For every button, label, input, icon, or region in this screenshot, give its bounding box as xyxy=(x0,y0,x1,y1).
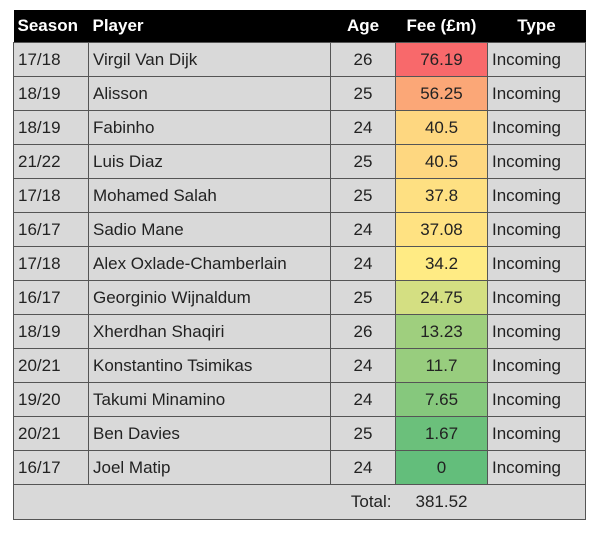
player-cell: Virgil Van Dijk xyxy=(88,42,331,77)
season-cell: 20/21 xyxy=(13,416,89,451)
age-cell: 26 xyxy=(330,42,396,77)
age-cell: 25 xyxy=(330,178,396,213)
season-cell: 17/18 xyxy=(13,178,89,213)
player-cell: Joel Matip xyxy=(88,450,331,485)
data-row: 16/17 Georginio Wijnaldum 25 24.75 Incoming xyxy=(13,280,586,315)
age-cell: 25 xyxy=(330,416,396,451)
type-cell: Incoming xyxy=(487,144,586,179)
fee-cell: 24.75 xyxy=(395,280,488,315)
player-cell: Georginio Wijnaldum xyxy=(88,280,331,315)
fee-cell: 40.5 xyxy=(395,144,488,179)
fee-cell: 1.67 xyxy=(395,416,488,451)
player-cell: Takumi Minamino xyxy=(88,382,331,417)
fee-cell: 0 xyxy=(395,450,488,485)
type-cell: Incoming xyxy=(487,382,586,417)
header-cell: Type xyxy=(487,10,586,43)
age-cell: 24 xyxy=(330,382,396,417)
type-cell: Incoming xyxy=(487,348,586,383)
season-cell: 18/19 xyxy=(13,110,89,145)
season-cell: 20/21 xyxy=(13,348,89,383)
header-row: Season Player Age Fee (£m) Type xyxy=(13,10,586,43)
season-cell: 17/18 xyxy=(13,246,89,281)
table-body: 17/18 Virgil Van Dijk 26 76.19 Incoming 18/19… xyxy=(13,42,586,520)
fee-cell: 34.2 xyxy=(395,246,488,281)
type-cell: Incoming xyxy=(487,246,586,281)
player-cell: Alex Oxlade-Chamberlain xyxy=(88,246,331,281)
season-cell: 16/17 xyxy=(13,450,89,485)
fee-cell: 7.65 xyxy=(395,382,488,417)
type-cell: Incoming xyxy=(487,110,586,145)
player-cell: Sadio Mane xyxy=(88,212,331,247)
season-cell: 18/19 xyxy=(13,314,89,349)
fee-cell: 13.23 xyxy=(395,314,488,349)
player-cell: Alisson xyxy=(88,76,331,111)
data-row: 18/19 Alisson 25 56.25 Incoming xyxy=(13,76,586,111)
player-cell: Luis Diaz xyxy=(88,144,331,179)
data-row: 20/21 Konstantino Tsimikas 24 11.7 Incoming xyxy=(13,348,586,383)
player-cell: Mohamed Salah xyxy=(88,178,331,213)
season-cell: 16/17 xyxy=(13,212,89,247)
data-row: 16/17 Sadio Mane 24 37.08 Incoming xyxy=(13,212,586,247)
age-cell: 24 xyxy=(330,110,396,145)
data-row: 16/17 Joel Matip 24 0 Incoming xyxy=(13,450,586,485)
type-cell: Incoming xyxy=(487,416,586,451)
total-row: Total: 381.52 xyxy=(13,484,586,520)
age-cell: 25 xyxy=(330,144,396,179)
transfer-table: Season Player Age Fee (£m) Type 17/18 Virgil … xyxy=(13,10,586,520)
total-value: 381.52 xyxy=(395,484,488,520)
type-cell: Incoming xyxy=(487,280,586,315)
season-cell: 17/18 xyxy=(13,42,89,77)
data-row: 17/18 Alex Oxlade-Chamberlain 24 34.2 Incomi… xyxy=(13,246,586,281)
fee-cell: 37.8 xyxy=(395,178,488,213)
type-cell: Incoming xyxy=(487,212,586,247)
age-cell: 24 xyxy=(330,246,396,281)
total-spacer xyxy=(88,484,331,520)
season-cell: 18/19 xyxy=(13,76,89,111)
season-cell: 21/22 xyxy=(13,144,89,179)
data-row: 18/19 Fabinho 24 40.5 Incoming xyxy=(13,110,586,145)
header-cell: Player xyxy=(88,10,331,43)
data-row: 21/22 Luis Diaz 25 40.5 Incoming xyxy=(13,144,586,179)
fee-cell: 56.25 xyxy=(395,76,488,111)
header-cell: Season xyxy=(13,10,89,43)
total-spacer xyxy=(13,484,89,520)
season-cell: 16/17 xyxy=(13,280,89,315)
data-row: 20/21 Ben Davies 25 1.67 Incoming xyxy=(13,416,586,451)
player-cell: Ben Davies xyxy=(88,416,331,451)
age-cell: 24 xyxy=(330,348,396,383)
total-spacer xyxy=(487,484,586,520)
type-cell: Incoming xyxy=(487,76,586,111)
type-cell: Incoming xyxy=(487,178,586,213)
header-cell: Fee (£m) xyxy=(395,10,488,43)
age-cell: 24 xyxy=(330,450,396,485)
header-cell: Age xyxy=(330,10,396,43)
type-cell: Incoming xyxy=(487,450,586,485)
data-row: 17/18 Virgil Van Dijk 26 76.19 Incoming xyxy=(13,42,586,77)
age-cell: 25 xyxy=(330,76,396,111)
data-row: 18/19 Xherdhan Shaqiri 26 13.23 Incoming xyxy=(13,314,586,349)
player-cell: Fabinho xyxy=(88,110,331,145)
fee-cell: 76.19 xyxy=(395,42,488,77)
age-cell: 26 xyxy=(330,314,396,349)
total-label: Total: xyxy=(330,484,396,520)
player-cell: Konstantino Tsimikas xyxy=(88,348,331,383)
type-cell: Incoming xyxy=(487,314,586,349)
fee-cell: 40.5 xyxy=(395,110,488,145)
fee-cell: 37.08 xyxy=(395,212,488,247)
age-cell: 25 xyxy=(330,280,396,315)
fee-cell: 11.7 xyxy=(395,348,488,383)
type-cell: Incoming xyxy=(487,42,586,77)
player-cell: Xherdhan Shaqiri xyxy=(88,314,331,349)
data-row: 19/20 Takumi Minamino 24 7.65 Incoming xyxy=(13,382,586,417)
data-row: 17/18 Mohamed Salah 25 37.8 Incoming xyxy=(13,178,586,213)
season-cell: 19/20 xyxy=(13,382,89,417)
age-cell: 24 xyxy=(330,212,396,247)
